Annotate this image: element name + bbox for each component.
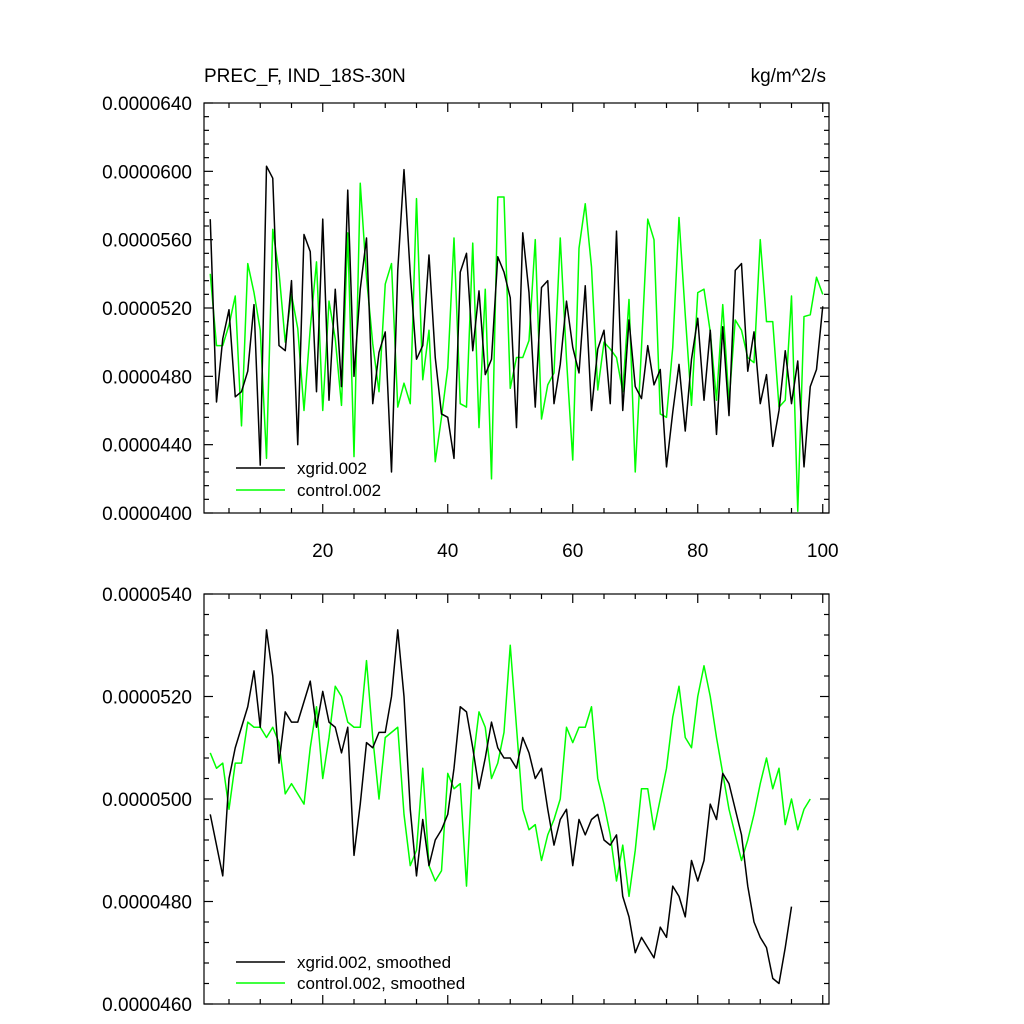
xtick-label: 40 xyxy=(437,541,458,562)
bottom-panel-ticks: 0.0000460 0.0000480 0.0000500 0.0000520 0.00… xyxy=(102,585,829,1016)
xtick-label: 80 xyxy=(687,541,708,562)
ytick-label: 0.0000480 xyxy=(102,367,192,388)
ytick-label: 0.0000400 xyxy=(102,504,192,525)
ytick-label: 0.0000540 xyxy=(102,585,192,606)
top-panel-ticks: 0.0000400 0.0000440 0.0000480 0.0000520 0.00… xyxy=(102,94,838,562)
bottom-plot-frame xyxy=(203,593,830,1005)
bottom-panel-legend: xgrid.002, smoothed control.002, smoothe… xyxy=(236,953,465,993)
xtick-label: 100 xyxy=(807,541,839,562)
ytick-label: 0.0000600 xyxy=(102,162,192,183)
ytick-label: 0.0000520 xyxy=(102,688,192,709)
top-plot-frame xyxy=(203,102,830,514)
series-line-0 xyxy=(209,165,824,473)
top-panel-series xyxy=(209,165,824,513)
ytick-label: 0.0000500 xyxy=(102,790,192,811)
legend-control-smoothed-label: control.002, smoothed xyxy=(297,974,465,993)
ytick-label: 0.0000460 xyxy=(102,995,192,1016)
ytick-label: 0.0000560 xyxy=(102,231,192,252)
legend-control-label: control.002 xyxy=(297,481,381,500)
legend-xgrid-label: xgrid.002 xyxy=(297,459,367,478)
top-panel: PREC_F, IND_18S-30N kg/m^2/s 0.00004000.… xyxy=(102,66,838,562)
ytick-label: 0.0000440 xyxy=(102,436,192,457)
ytick-label: 0.0000480 xyxy=(102,893,192,914)
legend-xgrid-smoothed-label: xgrid.002, smoothed xyxy=(297,953,451,972)
top-panel-title: PREC_F, IND_18S-30N xyxy=(204,66,406,87)
xtick-label: 60 xyxy=(562,541,583,562)
xtick-label: 20 xyxy=(312,541,333,562)
bottom-panel: 0.0000460 0.0000480 0.0000500 0.0000520 0.00… xyxy=(102,585,830,1016)
series-line-0 xyxy=(209,629,793,985)
ytick-label: 0.0000520 xyxy=(102,299,192,320)
series-line-1 xyxy=(209,644,811,898)
top-panel-units: kg/m^2/s xyxy=(751,66,826,87)
top-panel-legend: xgrid.002 control.002 xyxy=(236,459,381,500)
bottom-panel-series xyxy=(209,629,811,985)
ytick-label: 0.0000640 xyxy=(102,94,192,115)
